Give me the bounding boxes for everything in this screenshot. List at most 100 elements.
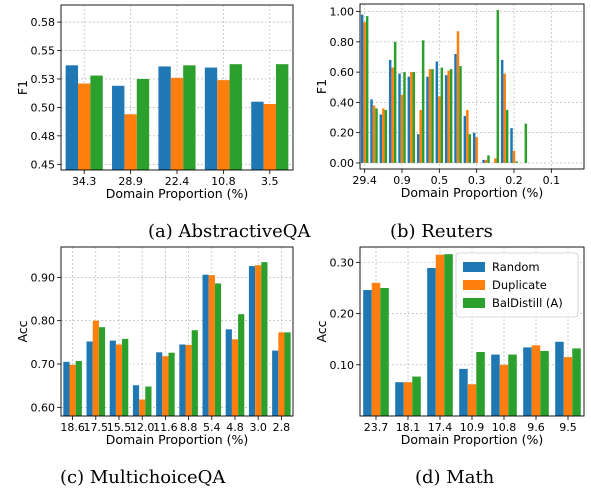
- bar-duplicate: [372, 105, 376, 163]
- x-tick-label: 29.4: [352, 174, 377, 187]
- bar-duplicate: [466, 109, 469, 163]
- x-tick-label: 17.5: [84, 421, 109, 434]
- axes-frame: [359, 3, 585, 170]
- panel-caption: (a) AbstractiveQA: [148, 221, 311, 242]
- bar-duplicate: [494, 158, 497, 163]
- bar-random: [454, 53, 457, 163]
- x-tick-label: 18.6: [60, 421, 85, 434]
- bar-baldistill-a-: [183, 65, 196, 170]
- bar-random: [463, 116, 467, 163]
- bar-duplicate: [278, 332, 285, 416]
- bar-random: [179, 344, 186, 416]
- chart-panel-a: 0.45 0.48 0.50 0.53 0.55 0.58 34.3 28.9 22.4 10.8…: [15, 4, 311, 242]
- bar-baldistill-a-: [524, 123, 528, 163]
- bar-duplicate: [512, 150, 516, 163]
- x-tick-label: 5.4: [203, 421, 221, 434]
- bar-random: [360, 14, 364, 163]
- bar-random: [472, 132, 476, 163]
- bar-duplicate: [185, 344, 192, 416]
- bar-random: [388, 60, 392, 163]
- bar-duplicate: [403, 382, 413, 416]
- bar-baldistill-a-: [261, 262, 268, 416]
- y-tick-label: 0.10: [330, 359, 355, 372]
- bar-duplicate: [438, 96, 441, 163]
- legend-swatch: [463, 280, 485, 290]
- bar-duplicate: [363, 22, 366, 163]
- x-axis-label: Domain Proportion (%): [106, 432, 249, 447]
- bar-baldistill-a-: [496, 10, 500, 163]
- x-tick-label: 11.6: [153, 421, 178, 434]
- bar-random: [202, 274, 209, 416]
- y-tick-label: 0.20: [330, 308, 355, 321]
- bar-random: [65, 65, 79, 170]
- bar-random: [86, 341, 93, 416]
- plot-area: [360, 4, 584, 169]
- chart-panel-c: 0.60 0.70 0.80 0.90 18.617.515.512.011.6 8.8 5…: [15, 246, 294, 488]
- bar-random: [363, 290, 372, 416]
- y-tick-label: 0.45: [31, 158, 56, 171]
- x-tick-label: 34.3: [72, 175, 97, 188]
- y-tick-label: 0.80: [31, 315, 56, 328]
- bar-random: [248, 266, 256, 416]
- legend-swatch: [463, 298, 485, 308]
- bar-baldistill-a-: [122, 338, 129, 416]
- bar-random: [398, 73, 401, 163]
- bar-baldistill-a-: [421, 40, 425, 163]
- bar-baldistill-a-: [136, 78, 150, 170]
- bar-baldistill-a-: [238, 314, 245, 416]
- y-tick-label: 0.50: [31, 101, 56, 114]
- x-tick-label: 0.3: [468, 174, 486, 187]
- bar-baldistill-a-: [444, 254, 453, 416]
- bar-duplicate: [499, 364, 509, 416]
- bar-baldistill-a-: [380, 287, 389, 416]
- x-tick-label: 4.8: [226, 421, 244, 434]
- bar-duplicate: [231, 339, 239, 416]
- legend-swatch: [463, 262, 485, 272]
- bar-random: [158, 66, 171, 170]
- bar-duplicate: [217, 80, 230, 170]
- y-tick-label: 0.53: [31, 73, 56, 86]
- bar-baldistill-a-: [508, 354, 517, 416]
- bar-duplicate: [78, 83, 91, 170]
- y-tick-label: 0.70: [31, 358, 56, 371]
- bar-duplicate: [124, 114, 137, 170]
- bar-random: [510, 128, 513, 163]
- bar-duplicate: [467, 384, 477, 416]
- bar-duplicate: [503, 73, 506, 163]
- bar-duplicate: [435, 254, 445, 416]
- y-tick-label: 0.58: [31, 16, 56, 29]
- bar-random: [500, 60, 504, 163]
- y-tick-label: 0.00: [330, 157, 355, 170]
- x-axis-label: Domain Proportion (%): [401, 432, 544, 447]
- bar-baldistill-a-: [412, 376, 421, 416]
- bar-random: [370, 99, 373, 163]
- bar-random: [156, 352, 163, 416]
- bar-baldistill-a-: [403, 72, 406, 163]
- bar-duplicate: [69, 364, 76, 416]
- bar-baldistill-a-: [540, 350, 549, 416]
- bar-duplicate: [371, 282, 381, 416]
- y-axis-label: F1: [314, 79, 329, 94]
- bar-duplicate: [475, 137, 478, 163]
- bar-random: [204, 67, 218, 170]
- bar-duplicate: [382, 108, 385, 163]
- x-tick-label: 0.9: [393, 174, 411, 187]
- bar-baldistill-a-: [431, 69, 434, 163]
- bar-baldistill-a-: [468, 134, 472, 163]
- x-tick-label: 9.5: [559, 421, 577, 434]
- x-tick-label: 9.6: [527, 421, 545, 434]
- y-tick-label: 0.60: [330, 66, 355, 79]
- y-tick-label: 0.20: [330, 127, 355, 140]
- y-tick-label: 0.55: [31, 45, 56, 58]
- bar-duplicate: [410, 72, 413, 163]
- bar-random: [109, 340, 116, 416]
- bar-baldistill-a-: [487, 155, 490, 163]
- x-tick-label: 2.8: [273, 421, 291, 434]
- bar-duplicate: [484, 159, 488, 163]
- bar-random: [132, 385, 140, 416]
- x-tick-label: 23.7: [364, 421, 389, 434]
- bar-baldistill-a-: [145, 386, 152, 416]
- bar-duplicate: [170, 77, 184, 170]
- bar-baldistill-a-: [168, 352, 175, 416]
- bar-duplicate: [139, 399, 146, 416]
